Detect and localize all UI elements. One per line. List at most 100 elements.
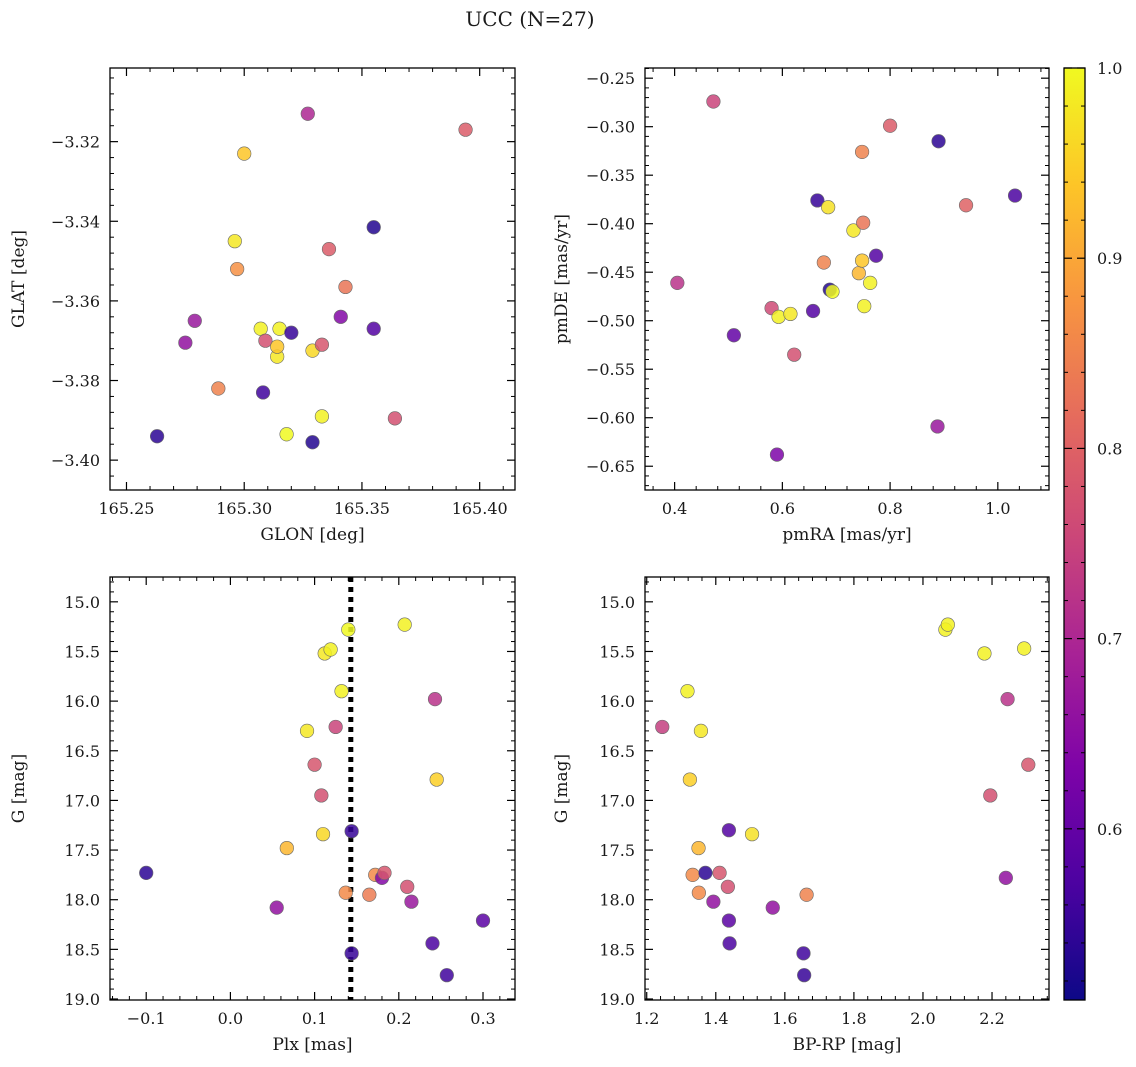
data-point [769, 447, 785, 462]
data-point [685, 867, 700, 882]
data-point [854, 253, 870, 268]
x-tick-label: 1.6 [772, 1009, 797, 1028]
x-tick-label: 0.2 [386, 1009, 411, 1028]
data-point [397, 617, 412, 632]
y-tick-label: −0.55 [586, 360, 635, 379]
data-point [805, 303, 821, 319]
y-tick-label: 17.5 [64, 841, 100, 860]
x-tick-label: 0.3 [470, 1009, 495, 1028]
data-point [1021, 757, 1036, 772]
data-point [458, 122, 473, 137]
data-point [227, 234, 242, 249]
x-axis-label: GLON [deg] [260, 525, 364, 545]
data-point [977, 646, 992, 661]
data-point [237, 146, 252, 161]
x-tick-label: 2.0 [910, 1009, 935, 1028]
y-tick-label: 19.0 [599, 990, 635, 1009]
y-tick-label: 16.5 [599, 742, 635, 761]
y-tick-label: −0.30 [586, 118, 635, 137]
y-tick-label: −0.40 [586, 215, 635, 234]
colorbar: 0.6 0.7 0.8 0.9 1.0 [1063, 59, 1122, 1001]
axis-ticks [645, 577, 1049, 1000]
data-point [323, 642, 338, 657]
data-point [334, 684, 349, 699]
data-point [854, 144, 870, 160]
y-tick-label: 15.0 [64, 593, 100, 612]
x-tick-label: 0.1 [302, 1009, 327, 1028]
data-point [255, 385, 271, 400]
data-point [682, 772, 697, 787]
y-tick-label: 15.0 [599, 593, 635, 612]
figure-title: UCC (N=27) [465, 7, 594, 31]
colorbar-tick-label: 0.9 [1097, 249, 1122, 268]
data-point [187, 313, 202, 328]
panel-glon-glat: 165.25 165.30 165.35 165.40 −3.40 −3.38 −3.36 −… [9, 67, 516, 545]
data-point [314, 337, 330, 352]
data-point [693, 723, 709, 739]
data-point [712, 865, 727, 881]
data-point [270, 339, 285, 354]
data-point [269, 900, 284, 915]
y-tick-label: 18.5 [599, 940, 635, 959]
data-point [366, 321, 381, 336]
panel-plx-g: −0.1 0.0 0.1 0.2 0.3 15.0 15.5 16.0 16.5 17.0 17.5… [9, 576, 516, 1055]
y-tick-label: 17.0 [64, 791, 100, 810]
panel-bprp-g: 1.2 1.4 1.6 1.8 2.0 2.2 15.0 15.5 16.0 16.5 17.0 17… [552, 576, 1050, 1055]
data-point [279, 427, 294, 442]
x-tick-label: 2.2 [979, 1009, 1004, 1028]
data-point [307, 757, 322, 772]
data-point [1000, 692, 1015, 707]
data-point [765, 900, 780, 915]
y-tick-label: 16.0 [599, 692, 635, 711]
x-tick-label: 1.2 [634, 1009, 659, 1028]
data-point [680, 684, 695, 699]
data-point [799, 887, 814, 902]
data-point [377, 865, 392, 881]
data-point [691, 840, 706, 856]
data-point [178, 335, 193, 350]
axes-frame [109, 67, 516, 491]
data-point [300, 106, 315, 121]
data-point [720, 879, 735, 894]
data-point [863, 275, 878, 290]
data-point [931, 134, 946, 149]
y-tick-label: 18.0 [64, 891, 100, 910]
data-point [771, 309, 786, 324]
y-tick-label: 18.0 [599, 891, 635, 910]
data-point [314, 788, 329, 803]
data-point [655, 719, 670, 735]
data-point [1007, 188, 1023, 203]
x-axis-label: pmRA [mas/yr] [782, 525, 911, 545]
data-point [726, 328, 741, 343]
y-tick-label: 15.5 [599, 642, 635, 661]
x-tick-label: 0.4 [662, 499, 687, 518]
data-point [1017, 641, 1032, 656]
data-point [797, 968, 812, 983]
y-tick-label: 16.5 [64, 742, 100, 761]
data-point [344, 946, 359, 961]
data-point [998, 870, 1013, 885]
data-point [816, 255, 831, 270]
scatter-series [139, 617, 491, 983]
data-point [258, 333, 273, 348]
data-point [825, 284, 840, 299]
colorbar-frame [1063, 67, 1086, 1001]
y-tick-label: −0.60 [586, 409, 635, 428]
axes-frame [644, 67, 1050, 491]
y-tick-label: −3.36 [51, 292, 100, 311]
x-tick-label: 0.8 [877, 499, 902, 518]
colorbar-tick-label: 1.0 [1097, 59, 1122, 78]
y-tick-label: 17.5 [599, 841, 635, 860]
axes-frame [109, 576, 516, 1001]
data-point [810, 193, 825, 208]
y-tick-label: 17.0 [599, 791, 635, 810]
data-point [149, 429, 165, 444]
y-tick-label: −0.65 [586, 457, 635, 476]
data-point [338, 279, 353, 295]
data-point [429, 772, 444, 787]
y-tick-label: −0.45 [586, 263, 635, 282]
data-point [139, 865, 154, 881]
data-point [846, 223, 861, 238]
data-point [400, 879, 415, 894]
